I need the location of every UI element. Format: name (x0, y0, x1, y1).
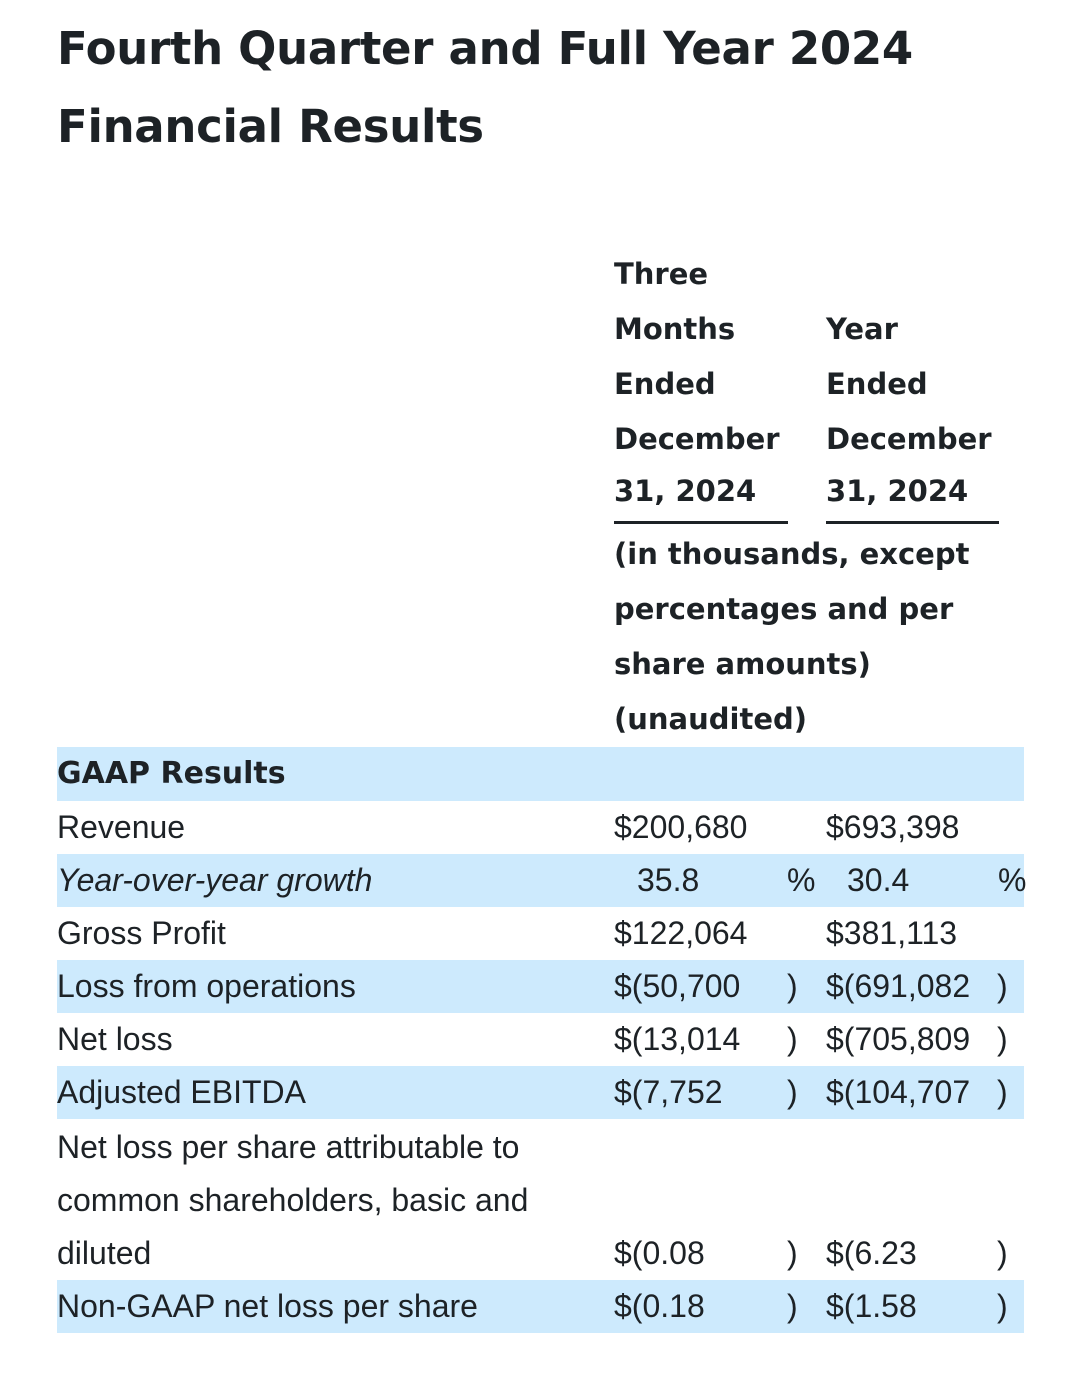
column-header-line: December (614, 422, 780, 456)
row-label: Net loss (57, 1021, 173, 1057)
row-label: Year-over-year growth (57, 862, 373, 898)
row-label: Net loss per share attributable to commo… (57, 1121, 528, 1280)
row-label-line: common shareholders, basic and (57, 1182, 529, 1218)
q4-value: $200,680 (614, 809, 748, 845)
fy-value: $(1.58 (826, 1288, 917, 1324)
q4-value: $(0.18 (614, 1288, 705, 1324)
q4-suffix: ) (787, 1074, 798, 1110)
fy-value: $(6.23 (826, 1235, 917, 1271)
q4-value: $(13,014 (614, 1021, 741, 1057)
title-line-1: Fourth Quarter and Full Year 2024 (57, 22, 913, 75)
column-header-line: Ended (826, 367, 928, 401)
fy-suffix: ) (997, 1074, 1008, 1110)
q4-suffix: ) (787, 1021, 798, 1057)
fy-value: $(691,082 (826, 968, 971, 1004)
column-header-line: 31, 2024 (826, 474, 969, 508)
column-header-line: Months (614, 312, 736, 346)
column-header-year: Year Ended December 31, 2024 (826, 302, 992, 515)
q4-value: 35.8 (637, 862, 700, 898)
row-label: Non-GAAP net loss per share (57, 1288, 478, 1324)
column-header-three-months: Three Months Ended December 31, 2024 (614, 247, 780, 515)
table-row-net-loss-per-share: Net loss per share attributable to commo… (57, 1121, 1024, 1280)
units-note: (in thousands, except percentages and pe… (614, 527, 969, 747)
fy-value: 30.4 (847, 862, 910, 898)
section-header: GAAP Results (57, 756, 286, 791)
fy-value: $381,113 (826, 915, 958, 951)
fy-suffix: ) (997, 1235, 1008, 1271)
table-row-net-loss: Net loss $(13,014 ) $(705,809 ) (57, 1013, 1024, 1066)
table-row-adjusted-ebitda: Adjusted EBITDA $(7,752 ) $(104,707 ) (57, 1066, 1024, 1119)
q4-value: $(0.08 (614, 1235, 705, 1271)
q4-value: $(50,700 (614, 968, 741, 1004)
fy-value: $(705,809 (826, 1021, 971, 1057)
table-row-loss-from-operations: Loss from operations $(50,700 ) $(691,08… (57, 960, 1024, 1013)
table-row-yoy-growth: Year-over-year growth 35.8 % 30.4 % (57, 854, 1027, 907)
fy-suffix: ) (997, 1021, 1008, 1057)
units-note-line: percentages and per (614, 592, 954, 626)
row-label: Adjusted EBITDA (57, 1074, 306, 1110)
row-label-line: Net loss per share attributable to (57, 1129, 520, 1165)
q4-value: $122,064 (614, 915, 748, 951)
q4-value: $(7,752 (614, 1074, 723, 1110)
table-row-non-gaap-net-loss-per-share: Non-GAAP net loss per share $(0.18 ) $(1… (57, 1280, 1024, 1333)
table-row-gross-profit: Gross Profit $122,064 $381,113 (57, 907, 1024, 960)
column-header-line: December (826, 422, 992, 456)
q4-suffix: ) (787, 1288, 798, 1324)
units-note-line: (unaudited) (614, 702, 808, 736)
units-note-line: share amounts) (614, 647, 871, 681)
fy-suffix: ) (997, 968, 1008, 1004)
fy-value: $693,398 (826, 809, 960, 845)
column-header-line: 31, 2024 (614, 474, 757, 508)
table-row-revenue: Revenue $200,680 $693,398 (57, 801, 1024, 854)
row-label: Loss from operations (57, 968, 356, 1004)
row-label: Revenue (57, 809, 186, 845)
column-header-line: Ended (614, 367, 716, 401)
column-header-line: Three (614, 257, 709, 291)
fy-suffix: ) (997, 1288, 1008, 1324)
q4-suffix: % (787, 862, 816, 898)
row-label-line: diluted (57, 1235, 152, 1271)
page-title: Fourth Quarter and Full Year 2024 Financ… (57, 10, 957, 166)
column-header-line: Year (826, 312, 898, 346)
row-label: Gross Profit (57, 915, 226, 951)
fy-suffix: % (998, 862, 1027, 898)
title-line-2: Financial Results (57, 100, 484, 153)
q4-suffix: ) (787, 968, 798, 1004)
column-header-underline (614, 521, 788, 524)
section-header-row: GAAP Results (57, 747, 1024, 801)
column-header-underline (826, 521, 999, 524)
fy-value: $(104,707 (826, 1074, 971, 1110)
units-note-line: (in thousands, except (614, 537, 970, 571)
q4-suffix: ) (787, 1235, 798, 1271)
